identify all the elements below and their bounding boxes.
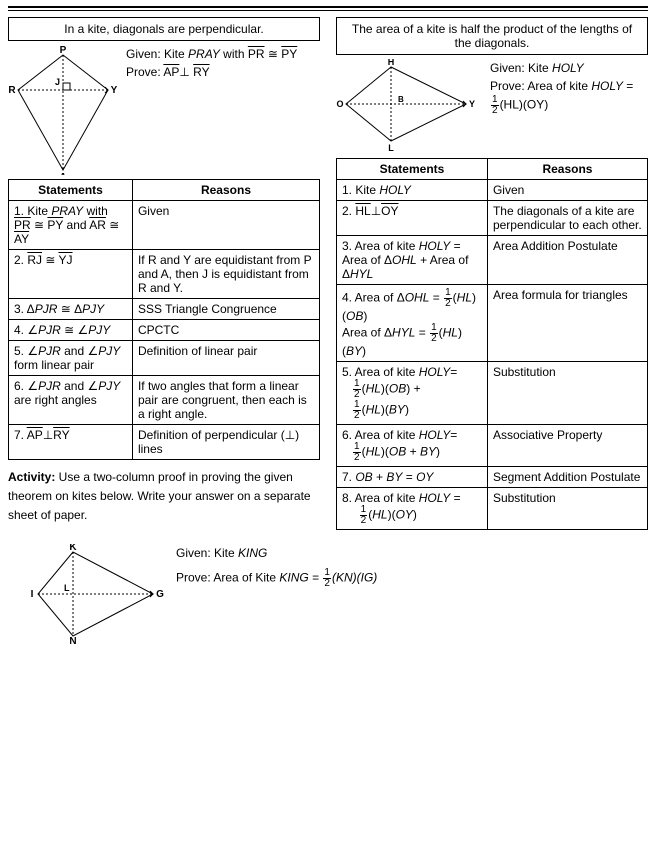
table-row: 6. ∠PJR and ∠PJY are right anglesIf two … <box>9 376 320 425</box>
label-b: B <box>398 95 404 104</box>
label-j: J <box>55 77 60 87</box>
statement-cell: 7. AP⊥RY <box>9 425 133 460</box>
label-i: I <box>31 589 34 600</box>
statement-cell: 5. ∠PJR and ∠PJY form linear pair <box>9 341 133 376</box>
holy-given: Given: Kite HOLY <box>490 59 648 77</box>
statement-cell: 7. OB + BY = OY <box>337 467 488 488</box>
pray-block: P R Y A J Given: Kite PRAY with PR ≅ PY … <box>8 45 320 175</box>
left-theorem-box: In a kite, diagonals are perpendicular. <box>8 17 320 41</box>
table-row: 3. ΔPJR ≅ ΔPJYSSS Triangle Congruence <box>9 299 320 320</box>
table-row: 7. AP⊥RYDefinition of perpendicular (⊥) … <box>9 425 320 460</box>
king-block: K I N G L Given: Kite KING Prove: Area o… <box>28 544 648 644</box>
right-theorem-box: The area of a kite is half the product o… <box>336 17 648 55</box>
left-column: In a kite, diagonals are perpendicular. … <box>8 17 320 538</box>
king-given: Given: Kite KING <box>176 544 648 562</box>
page: In a kite, diagonals are perpendicular. … <box>0 0 656 656</box>
table-row: 2. HL⊥OYThe diagonals of a kite are perp… <box>337 201 648 236</box>
statement-cell: 2. RJ ≅ YJ <box>9 250 133 299</box>
reason-cell: SSS Triangle Congruence <box>132 299 319 320</box>
label-g: G <box>156 589 164 600</box>
th-reasons: Reasons <box>132 180 319 201</box>
label-o: O <box>336 99 343 109</box>
label-h: H <box>388 59 395 67</box>
table-row: 1. Kite PRAY with PR ≅ PY and AR ≅ AYGiv… <box>9 201 320 250</box>
reason-cell: Substitution <box>487 488 647 530</box>
pray-given: Given: Kite PRAY with PR ≅ PY <box>126 45 320 63</box>
th-reasons-r: Reasons <box>487 159 647 180</box>
statement-cell: 4. ∠PJR ≅ ∠PJY <box>9 320 133 341</box>
table-row: 2. RJ ≅ YJIf R and Y are equidistant fro… <box>9 250 320 299</box>
reason-cell: Segment Addition Postulate <box>487 467 647 488</box>
kite-pray-diagram: P R Y A J <box>8 45 118 175</box>
label-a: A <box>59 172 66 175</box>
pray-given-prove: Given: Kite PRAY with PR ≅ PY Prove: AP⊥… <box>126 45 320 81</box>
king-given-prove: Given: Kite KING Prove: Area of Kite KIN… <box>176 544 648 589</box>
rule-top <box>8 6 648 8</box>
statement-cell: 3. Area of kite HOLY = Area of ΔOHL + Ar… <box>337 236 488 285</box>
statement-cell: 1. Kite HOLY <box>337 180 488 201</box>
reason-cell: Associative Property <box>487 425 647 467</box>
holy-given-prove: Given: Kite HOLY Prove: Area of kite HOL… <box>490 59 648 116</box>
table-row: 4. ∠PJR ≅ ∠PJYCPCTC <box>9 320 320 341</box>
statement-cell: 6. ∠PJR and ∠PJY are right angles <box>9 376 133 425</box>
reason-cell: Definition of linear pair <box>132 341 319 376</box>
label-y2: Y <box>469 99 475 109</box>
label-l2: L <box>64 583 70 593</box>
statement-cell: 3. ΔPJR ≅ ΔPJY <box>9 299 133 320</box>
activity-label: Activity: <box>8 470 55 484</box>
table-row: 6. Area of kite HOLY= 12(HL)(OB + BY)Ass… <box>337 425 648 467</box>
table-row: 3. Area of kite HOLY = Area of ΔOHL + Ar… <box>337 236 648 285</box>
reason-cell: Given <box>132 201 319 250</box>
label-k: K <box>69 544 77 553</box>
table-row: 7. OB + BY = OYSegment Addition Postulat… <box>337 467 648 488</box>
right-theorem-text: The area of a kite is half the product o… <box>343 22 641 50</box>
reason-cell: Definition of perpendicular (⊥) lines <box>132 425 319 460</box>
th-statements-r: Statements <box>337 159 488 180</box>
holy-prove: Prove: Area of kite HOLY = <box>490 77 648 95</box>
reason-cell: CPCTC <box>132 320 319 341</box>
reason-cell: The diagonals of a kite are perpendicula… <box>487 201 647 236</box>
statement-cell: 4. Area of ΔOHL = 12(HL)(OB)Area of ΔHYL… <box>337 285 488 362</box>
table-row: 5. Area of kite HOLY= 12(HL)(OB) + 12(HL… <box>337 362 648 425</box>
statement-cell: 1. Kite PRAY with PR ≅ PY and AR ≅ AY <box>9 201 133 250</box>
table-row: 8. Area of kite HOLY = 12(HL)(OY)Substit… <box>337 488 648 530</box>
holy-proof-table: Statements Reasons 1. Kite HOLYGiven2. H… <box>336 158 648 530</box>
table-row: 1. Kite HOLYGiven <box>337 180 648 201</box>
statement-cell: 6. Area of kite HOLY= 12(HL)(OB + BY) <box>337 425 488 467</box>
pray-prove: Prove: AP⊥ RY <box>126 63 320 81</box>
kite-king-diagram: K I N G L <box>28 544 168 644</box>
kite-holy-diagram: H O L Y B <box>336 59 476 154</box>
label-r: R <box>8 85 16 96</box>
left-theorem-text: In a kite, diagonals are perpendicular. <box>15 22 313 36</box>
rule-thin <box>8 10 648 11</box>
reason-cell: Area formula for triangles <box>487 285 647 362</box>
pray-proof-table: Statements Reasons 1. Kite PRAY with PR … <box>8 179 320 460</box>
reason-cell: Given <box>487 180 647 201</box>
reason-cell: If two angles that form a linear pair ar… <box>132 376 319 425</box>
label-n: N <box>69 636 76 644</box>
th-statements: Statements <box>9 180 133 201</box>
reason-cell: Area Addition Postulate <box>487 236 647 285</box>
table-row: 4. Area of ΔOHL = 12(HL)(OB)Area of ΔHYL… <box>337 285 648 362</box>
label-l: L <box>388 143 394 153</box>
king-prove: Prove: Area of Kite KING = 12(KN)(IG) <box>176 568 648 589</box>
statement-cell: 5. Area of kite HOLY= 12(HL)(OB) + 12(HL… <box>337 362 488 425</box>
reason-cell: If R and Y are equidistant from P and A,… <box>132 250 319 299</box>
right-column: The area of a kite is half the product o… <box>336 17 648 530</box>
activity-text: Activity: Use a two-column proof in prov… <box>8 468 320 526</box>
columns: In a kite, diagonals are perpendicular. … <box>8 17 648 538</box>
holy-formula: 12(HL)(OY) <box>490 95 648 116</box>
reason-cell: Substitution <box>487 362 647 425</box>
statement-cell: 8. Area of kite HOLY = 12(HL)(OY) <box>337 488 488 530</box>
label-y: Y <box>111 85 118 96</box>
statement-cell: 2. HL⊥OY <box>337 201 488 236</box>
label-p: P <box>60 45 67 56</box>
table-row: 5. ∠PJR and ∠PJY form linear pairDefinit… <box>9 341 320 376</box>
holy-block: H O L Y B Given: Kite HOLY Prove: Area o… <box>336 59 648 154</box>
